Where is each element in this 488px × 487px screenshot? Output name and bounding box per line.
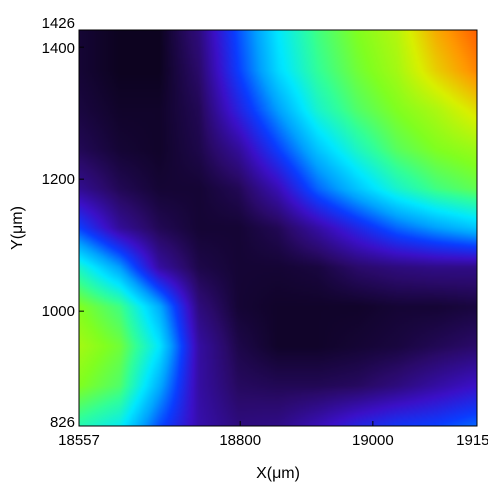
y-axis-ticks: 826 1000 1200 1400 1426 [42, 15, 84, 431]
x-tick-label: 18557 [58, 432, 100, 449]
x-tick-label: 18800 [219, 432, 261, 449]
y-tick-label: 1400 [42, 40, 75, 57]
y-tick-label: 826 [50, 414, 75, 431]
y-tick-label: 1000 [42, 303, 75, 320]
heatmap-field [79, 30, 477, 426]
x-axis-ticks: 18557 18800 19000 19157 [58, 421, 488, 449]
y-tick-label: 1200 [42, 171, 75, 188]
x-axis-label: X(μm) [256, 465, 300, 482]
x-tick-label: 19157 [456, 432, 488, 449]
x-tick-label: 19000 [352, 432, 394, 449]
plot-area [79, 30, 477, 426]
y-tick-label: 1426 [42, 15, 75, 32]
y-axis-label: Y(μm) [9, 206, 26, 250]
plot-frame [78, 29, 478, 427]
